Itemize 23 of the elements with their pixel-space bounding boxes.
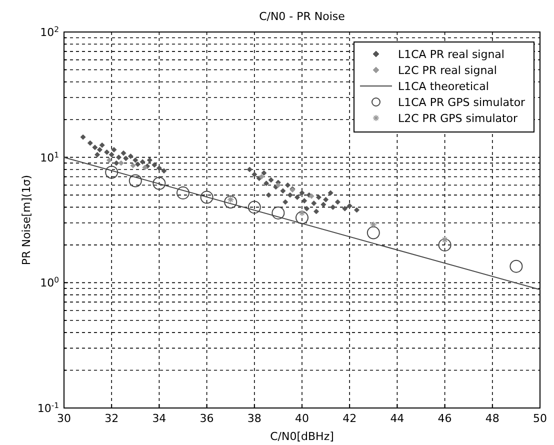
x-tick-label: 42 <box>342 412 357 425</box>
chart-title: C/N0 - PR Noise <box>259 10 346 23</box>
x-tick-label: 44 <box>390 412 404 425</box>
x-tick-label: 38 <box>247 412 262 425</box>
x-tick-label: 50 <box>533 412 547 425</box>
legend-label: L2C PR GPS simulator <box>398 112 518 125</box>
x-tick-label: 40 <box>295 412 309 425</box>
x-tick-label: 36 <box>200 412 214 425</box>
legend-label: L1CA PR real signal <box>398 48 504 61</box>
x-tick-label: 34 <box>152 412 166 425</box>
x-tick-label: 32 <box>104 412 119 425</box>
legend-label: L2C PR real signal <box>398 64 497 77</box>
y-tick-label: 10$^{0}$ <box>40 275 60 290</box>
x-tick-label: 46 <box>438 412 452 425</box>
x-axis-title: C/N0[dBHz] <box>270 430 334 443</box>
legend-label: L1CA PR GPS simulator <box>398 96 526 109</box>
y-tick-label: 10$^{2}$ <box>40 24 60 39</box>
y-axis-title: PR Noise[m](1σ) <box>20 174 33 266</box>
legend-label: L1CA theoretical <box>398 80 489 93</box>
y-tick-label: 10$^{-1}$ <box>37 400 60 415</box>
x-tick-label: 48 <box>485 412 500 425</box>
x-tick-label: 30 <box>57 412 71 425</box>
y-tick-label: 10$^{1}$ <box>40 150 60 164</box>
